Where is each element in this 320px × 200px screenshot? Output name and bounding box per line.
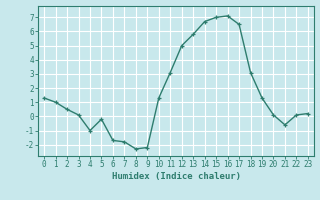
- X-axis label: Humidex (Indice chaleur): Humidex (Indice chaleur): [111, 172, 241, 181]
